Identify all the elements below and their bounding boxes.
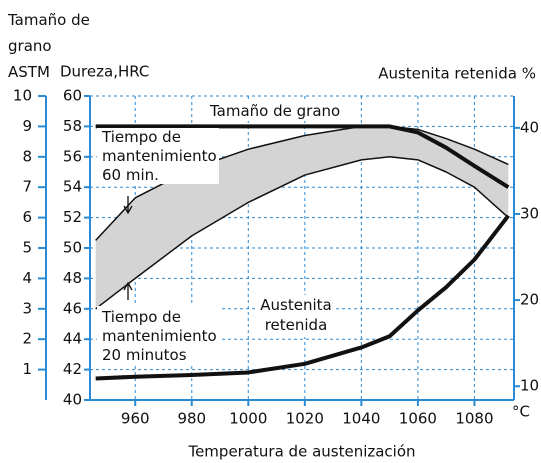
label-bg <box>97 128 219 184</box>
annotation-line: mantenimiento <box>102 147 217 165</box>
x-tick-label: 1080 <box>455 410 493 428</box>
y3-tick-label: 5 <box>22 239 32 257</box>
y-tick-label: 52 <box>63 208 82 226</box>
annotation-line: Tamaño de grano <box>209 102 340 120</box>
annotation-line: Austenita <box>260 296 331 314</box>
y3-axis-label: Tamaño de grano ASTM <box>7 11 90 81</box>
y2-tick-label: 10 <box>520 377 539 395</box>
y2-tick-label: 20 <box>520 291 539 309</box>
y3-tick-label: 3 <box>22 299 32 317</box>
x-axis-label: Temperatura de austenización <box>187 443 415 461</box>
x-unit: °C <box>512 403 530 421</box>
y-tick-label: 50 <box>63 239 82 257</box>
x-tick-label: 1000 <box>229 410 267 428</box>
series-line <box>95 214 510 381</box>
y-tick-label: 46 <box>63 299 82 317</box>
y3-tick-label: 7 <box>22 178 32 196</box>
y-tick-label: 42 <box>63 360 82 378</box>
label-bg <box>255 295 335 337</box>
y-tick-label: 40 <box>63 391 82 409</box>
arrow <box>123 196 133 215</box>
y-axis-label: Dureza,HRC <box>60 63 149 81</box>
y-tick-label: 60 <box>63 87 82 105</box>
annotation: Tamaño de grano <box>209 102 340 120</box>
label-bg <box>97 306 219 364</box>
y-tick-label: 54 <box>63 178 82 196</box>
annotation: Austenita retenida <box>260 296 331 334</box>
y2-tick-label: 40 <box>520 118 539 136</box>
y2-tick-label: 30 <box>520 204 539 222</box>
y3-tick-label: 8 <box>22 147 32 165</box>
series-line <box>95 124 510 189</box>
annotation-line: Tiempo de <box>101 308 181 326</box>
y3-tick-label: 9 <box>22 117 32 135</box>
y-tick-label: 44 <box>63 330 82 348</box>
series-line <box>95 156 509 310</box>
label-bg <box>205 101 345 121</box>
x-tick-label: 1040 <box>342 410 380 428</box>
annotation-line: mantenimiento <box>102 327 217 345</box>
y2-axis-label: Austenita retenida % <box>378 65 536 83</box>
y3-tick-label: 4 <box>22 269 32 287</box>
y3-tick-label: 1 <box>22 360 32 378</box>
annotation-line: Tiempo de <box>101 128 181 146</box>
y-tick-label: 56 <box>63 147 82 165</box>
annotation-line: retenida <box>265 316 328 334</box>
x-tick-label: 1060 <box>399 410 437 428</box>
annotation: Tiempo de mantenimiento 20 minutos <box>101 308 217 364</box>
x-tick-label: 1020 <box>286 410 324 428</box>
y3-axis-label-line: grano <box>8 37 52 55</box>
annotation-line: 20 minutos <box>102 346 187 364</box>
y3-axis-label-line: Tamaño de <box>7 11 90 29</box>
annotation-line: 60 min. <box>102 166 159 184</box>
x-tick-label: 980 <box>177 410 206 428</box>
x-tick-label: 960 <box>121 410 150 428</box>
y-tick-label: 48 <box>63 269 82 287</box>
y3-tick-label: 2 <box>22 330 32 348</box>
y3-tick-label: 6 <box>22 208 32 226</box>
y3-axis-label-line: ASTM <box>8 63 50 81</box>
y3-tick-label: 10 <box>13 87 32 105</box>
y-tick-label: 58 <box>63 117 82 135</box>
annotation: Tiempo de mantenimiento 60 min. <box>101 128 217 184</box>
arrow <box>123 281 133 300</box>
